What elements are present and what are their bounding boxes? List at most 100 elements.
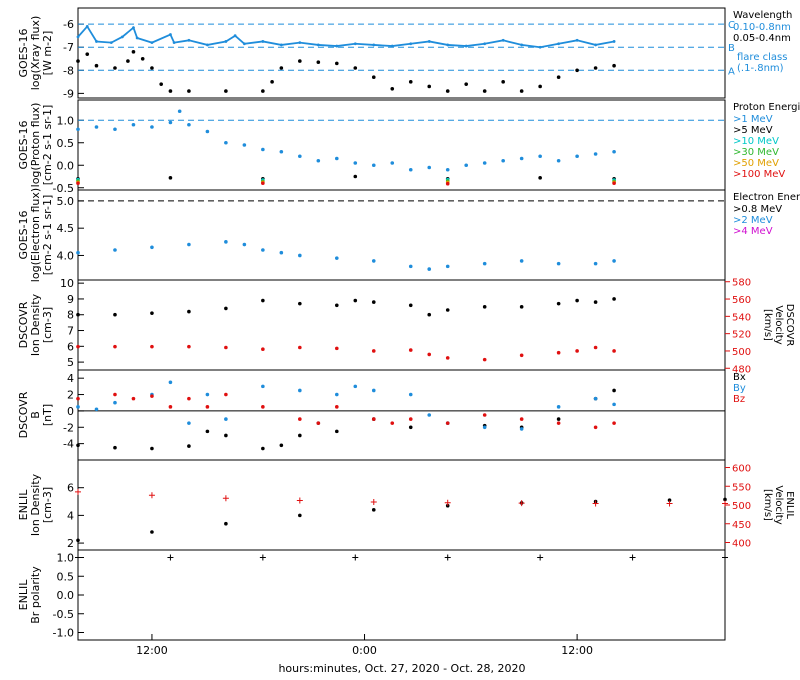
data-point [612,421,616,425]
data-point [76,443,80,448]
data-point [224,140,228,145]
data-point [612,149,616,154]
right-axis-label-line: Velocity [773,305,784,344]
right-axis-label-line: DSCOVR [784,304,795,347]
data-point [298,41,302,45]
data-point [168,89,173,93]
panel-enlil_polarity: -1.0 -0.5 0.0 0.5 1.0 ENLILBr polarity [17,549,728,641]
data-point [132,26,135,30]
legend-title: Wavelength [733,10,792,21]
data-point [113,127,117,132]
data-point [335,303,339,308]
flare-class-label: C [728,20,735,31]
data-point [76,127,80,132]
data-point [445,89,450,93]
right-tick-label: 400 [732,539,751,550]
data-point [113,66,117,70]
data-point [371,300,376,304]
data-point [316,158,321,163]
data-point [372,43,376,47]
x-tick-label: 0:00 [352,644,377,657]
data-point [224,240,228,244]
panel-frame [77,279,726,371]
data-point [75,554,81,561]
y-tick-label: -0.5 [53,182,74,195]
data-point [446,43,450,47]
data-point [261,89,265,93]
data-point [168,120,173,125]
y-tick-label: 4.5 [57,222,75,235]
data-point [335,44,339,48]
legend-item: >50 MeV [733,158,779,169]
data-point [224,433,228,438]
panel-frame [77,459,726,551]
y-tick-label: -8 [63,64,74,77]
data-point [519,353,524,358]
data-point [538,84,542,89]
data-point [224,89,228,93]
data-point [187,242,191,247]
data-point [187,344,191,349]
data-point [224,40,228,43]
data-point [75,488,81,495]
y-tick-label: 4 [67,509,74,522]
data-point [556,417,561,421]
data-point [261,40,265,43]
legend-title: Electron Energies [733,192,800,203]
data-point [177,109,182,114]
data-point [501,80,505,84]
data-point [445,421,450,425]
data-point [279,149,284,154]
data-point [168,380,173,385]
y-tick-label: 0.5 [57,137,75,150]
data-point [408,348,413,352]
data-point [408,80,413,84]
data-point [482,89,487,93]
data-point [259,554,266,561]
series--10-mev [76,177,616,182]
data-point [187,396,191,401]
panel-frame [77,7,726,99]
data-point [666,500,673,507]
data-point [612,181,616,186]
y-axis-label-line: [nT] [41,404,54,426]
data-point [206,43,209,47]
data-point [353,42,357,46]
right-axis-label-line: ENLIL [784,491,795,519]
data-point [556,405,561,409]
series-velocity [75,488,728,507]
data-point [575,38,579,42]
legend-footer: flare class [737,52,787,63]
data-point [594,43,597,47]
data-point [538,45,542,49]
data-point [150,41,154,45]
series-bz [76,392,616,430]
data-point [501,38,505,42]
legend: Electron Energies>0.8 MeV>2 MeV>4 MeV [733,192,800,237]
data-point [629,554,636,561]
right-tick-label: 480 [732,364,751,375]
data-point [261,384,265,389]
series--100-mev [76,181,616,186]
data-point [150,394,154,398]
y-axis-label-line: ENLIL [17,489,30,521]
data-point [150,344,154,349]
data-point [612,40,616,43]
data-point [408,417,413,421]
data-point [187,122,191,127]
data-point [371,349,376,353]
right-axis-label: DSCOVRVelocity[km/s] [762,304,795,347]
data-point [167,554,174,561]
y-axis-label-line: [cm-2 s-1 sr-1] [41,105,54,186]
series-0-05-0-4nm [76,50,616,93]
series-line [77,24,615,49]
y-tick-label: 6 [67,482,74,495]
data-point [557,42,561,46]
data-point [298,345,302,350]
data-point [335,405,339,409]
data-point [556,75,561,80]
y-tick-label: 0.5 [57,570,75,583]
series-bx [76,388,616,451]
series--5-mev [76,174,616,181]
